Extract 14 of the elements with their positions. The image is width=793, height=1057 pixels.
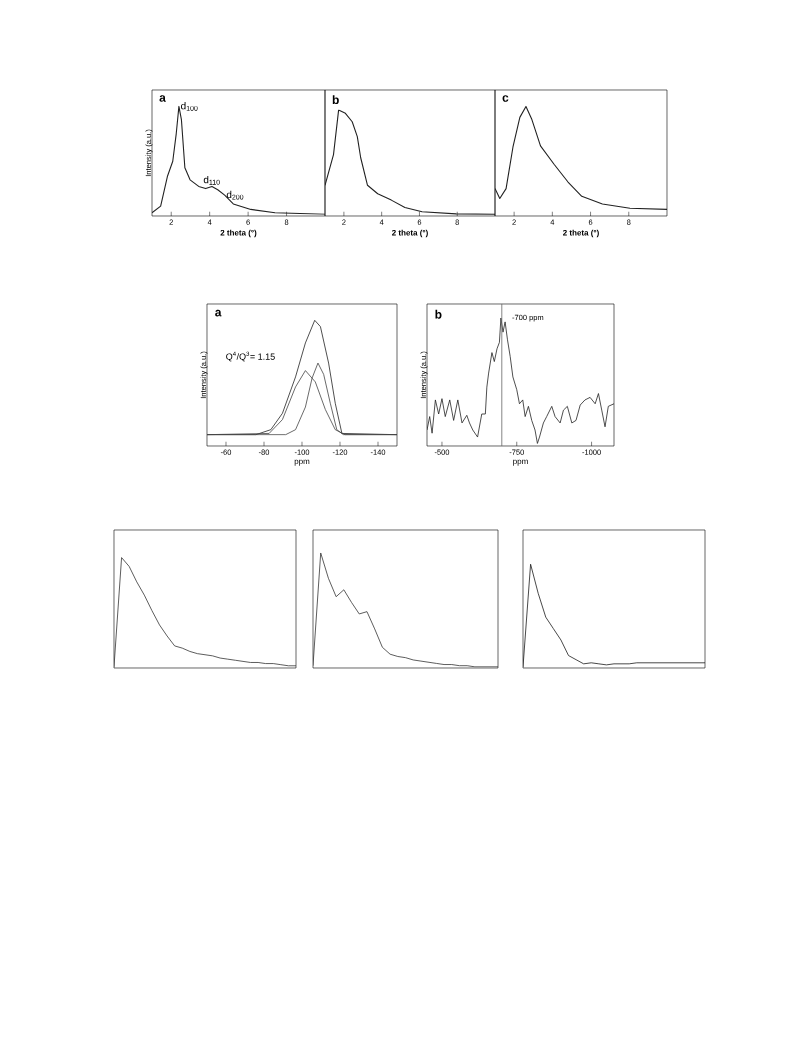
annotation: d$_{100}$	[181, 102, 198, 111]
chart-title: c	[502, 95, 509, 102]
annotation: d$_{200}$	[226, 190, 244, 200]
chart-title: a	[159, 95, 166, 102]
x-axis-title: ppm	[294, 459, 310, 466]
chart-title: b	[435, 309, 442, 319]
chart-title: a	[215, 309, 222, 317]
x-axis-title: ppm	[513, 459, 528, 466]
chart-title: b	[332, 95, 339, 105]
annotation: Q$^{4}$/Q$^{3}$= 1.15	[226, 351, 275, 362]
x-axis-title: 2 theta (°)	[563, 229, 599, 238]
x-axis-title: 2 theta (°)	[220, 229, 257, 238]
annotation: d$_{110}$	[203, 175, 220, 185]
x-axis-title: 2 theta (°)	[392, 229, 428, 238]
